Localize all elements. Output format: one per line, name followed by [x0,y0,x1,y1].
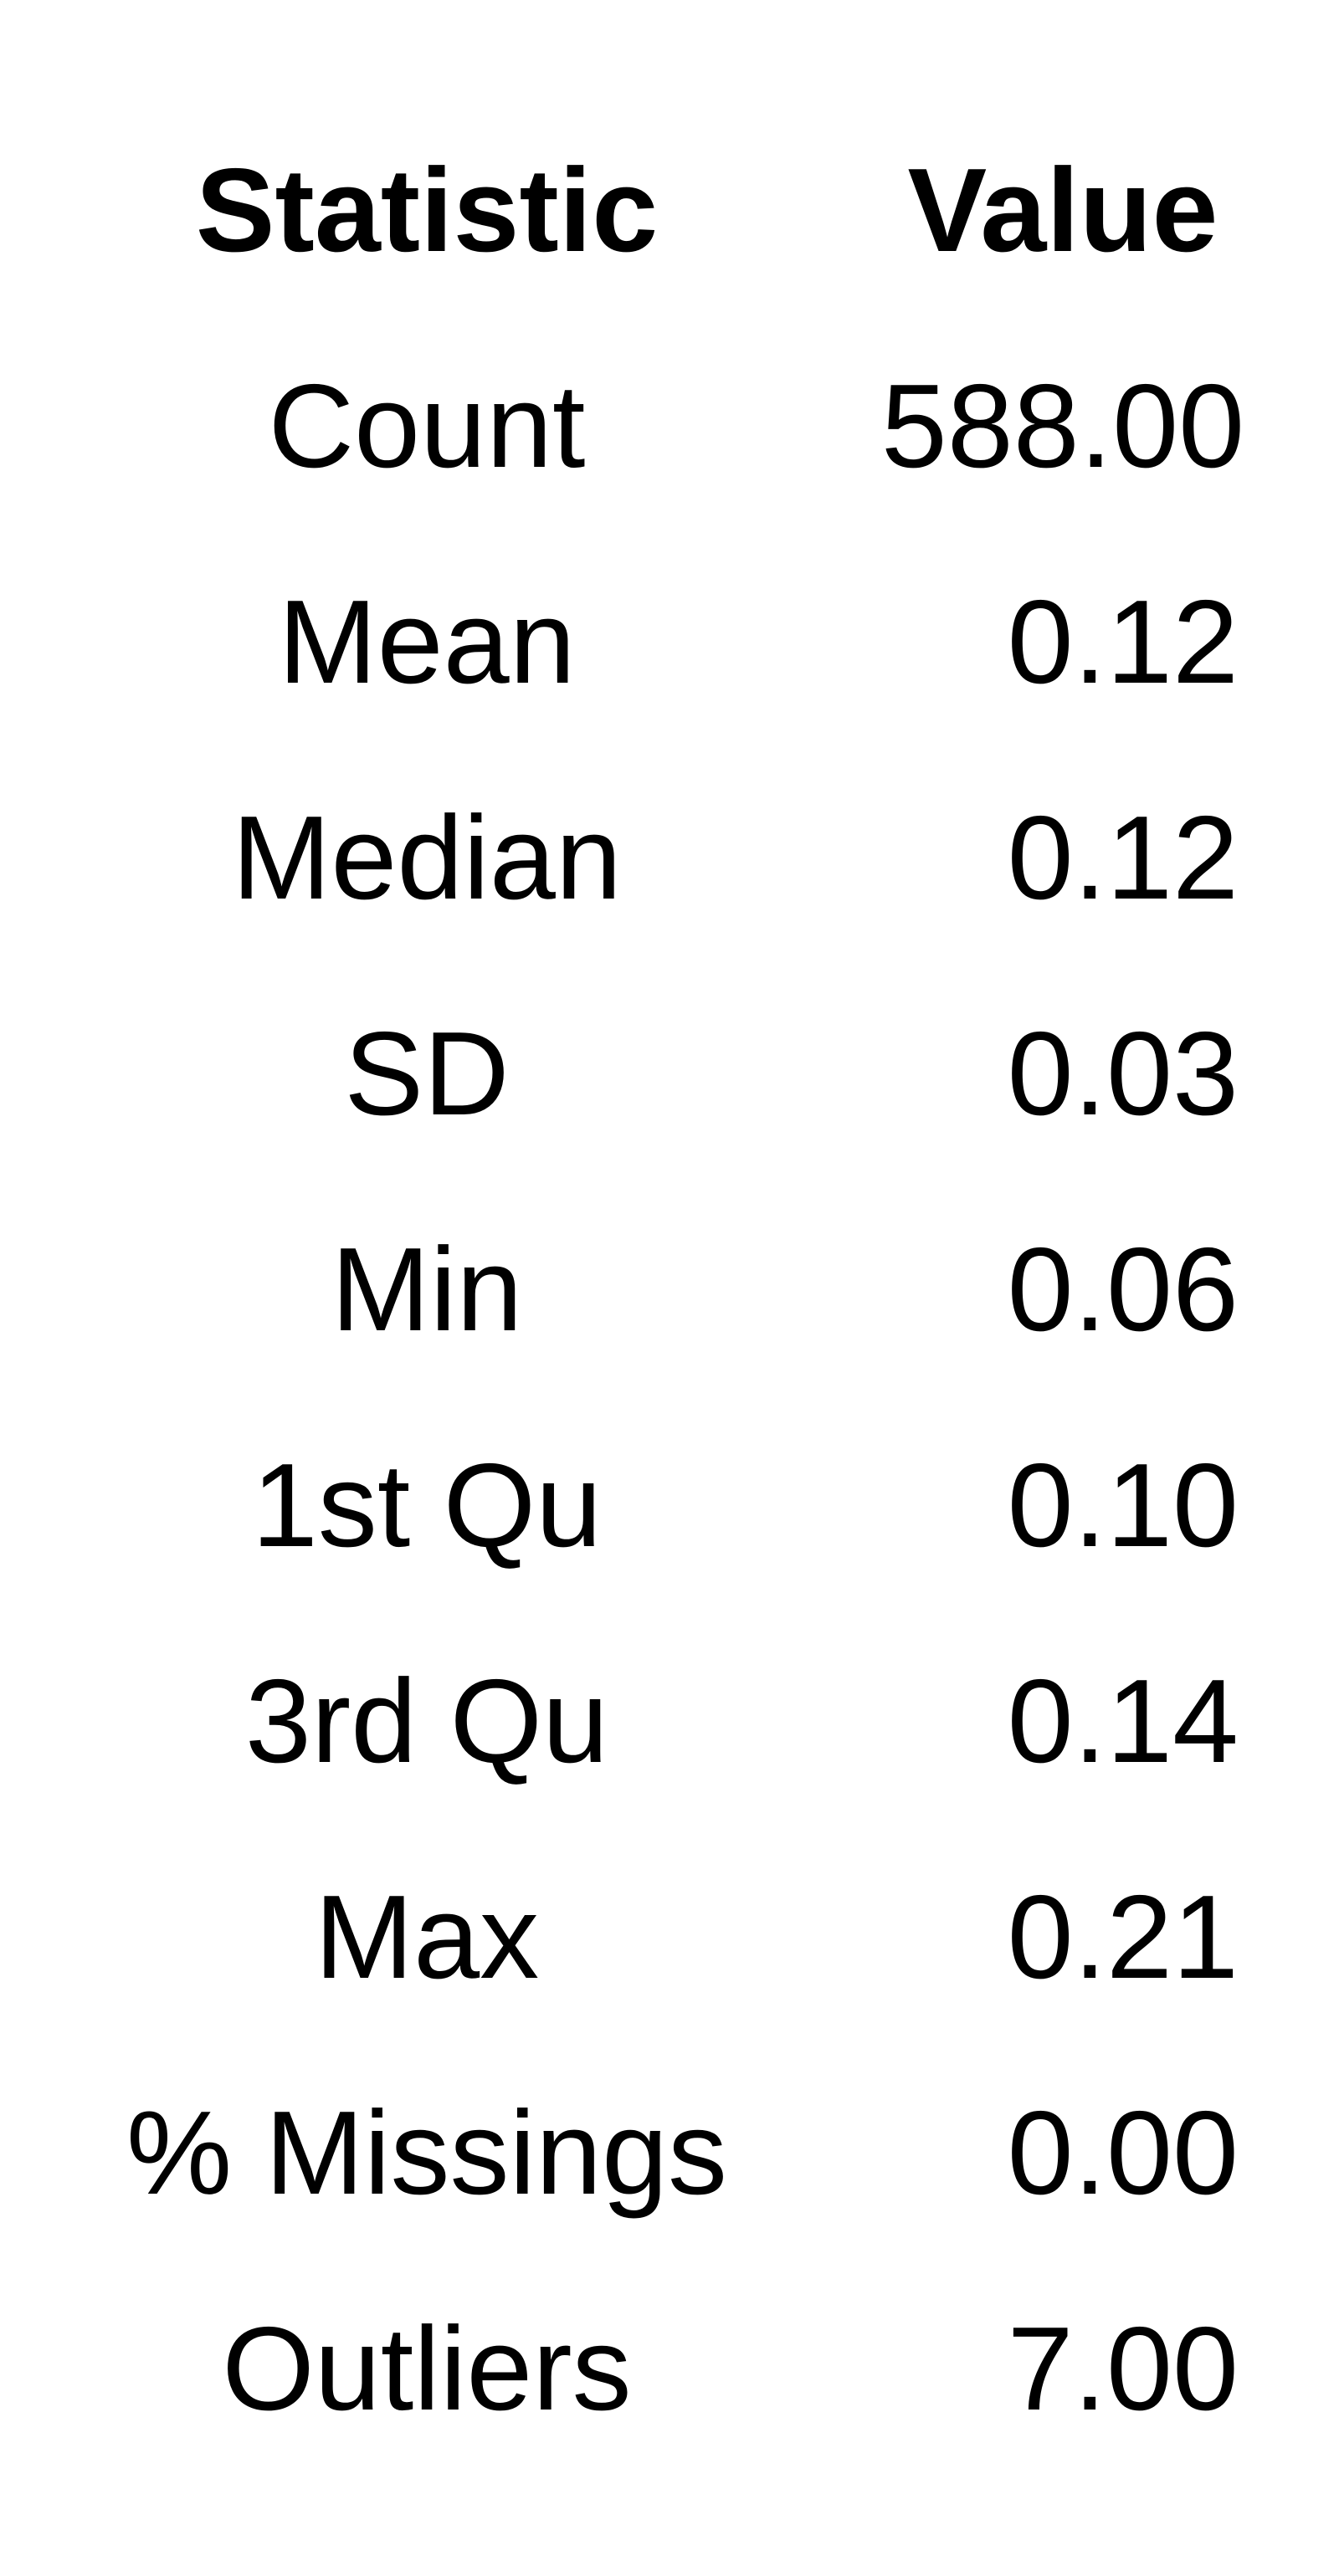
header-statistic: Statistic [195,144,659,277]
table-row: % Missings 0.00 [0,2046,1339,2261]
row-value: 0.12 [1007,576,1239,709]
row-value: 0.06 [1007,1223,1239,1356]
row-value: 0.10 [1007,1439,1239,1572]
table-row: Outliers 7.00 [0,2261,1339,2477]
row-value-cell: 588.00 [854,319,1272,535]
table-row: SD 0.03 [0,966,1339,1182]
row-statistic-label: % Missings [126,2087,728,2220]
row-value: 0.14 [1007,1655,1239,1788]
table-row: Min 0.06 [0,1182,1339,1398]
header-value: Value [907,144,1218,277]
row-value: 588.00 [880,360,1245,493]
row-value-cell: 0.21 [854,1830,1272,2046]
row-value-cell: 7.00 [854,2261,1272,2477]
row-statistic-label: Mean [278,576,576,709]
table-row: 1st Qu 0.10 [0,1398,1339,1614]
table-row: 3rd Qu 0.14 [0,1614,1339,1830]
table-row: Max 0.21 [0,1830,1339,2046]
row-value-cell: 0.06 [854,1182,1272,1398]
row-statistic-label: SD [344,1007,510,1140]
table-row: Mean 0.12 [0,535,1339,750]
row-value: 0.12 [1007,791,1239,924]
row-statistic-label: Max [314,1871,540,2004]
row-value: 0.00 [1007,2087,1239,2220]
table-row: Median 0.12 [0,750,1339,966]
row-value: 7.00 [1007,2302,1239,2435]
row-statistic-label: Min [331,1223,523,1356]
table-row: Count 588.00 [0,319,1339,535]
row-value-cell: 0.12 [854,750,1272,966]
row-value-cell: 0.03 [854,966,1272,1182]
row-statistic-label: 3rd Qu [244,1655,609,1788]
row-statistic-label: Count [268,360,586,493]
row-statistic-label: 1st Qu [251,1439,603,1572]
row-value: 0.03 [1007,1007,1239,1140]
table-header-row: Statistic Value [0,103,1339,319]
row-value-cell: 0.12 [854,535,1272,750]
row-value-cell: 0.10 [854,1398,1272,1614]
row-value-cell: 0.14 [854,1614,1272,1830]
row-statistic-label: Outliers [222,2302,632,2435]
row-value-cell: 0.00 [854,2046,1272,2261]
row-statistic-label: Median [232,791,622,924]
row-value: 0.21 [1007,1871,1239,2004]
